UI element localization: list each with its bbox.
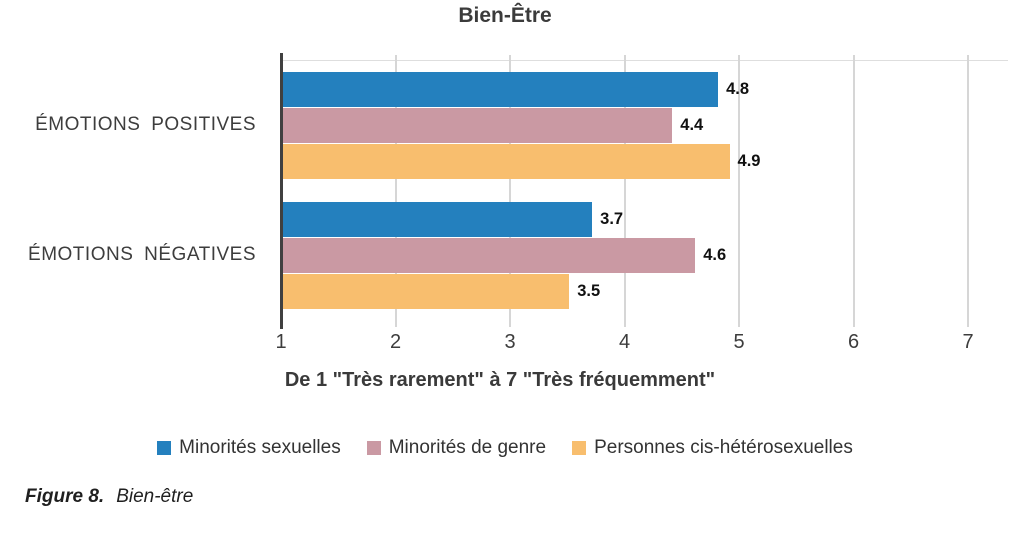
legend-label: Minorités de genre bbox=[388, 437, 547, 458]
legend-label: Personnes cis-hétérosexuelles bbox=[594, 437, 853, 458]
plot-area: 4.8 4.4 4.9 3.7 4.6 3.5 bbox=[280, 53, 1008, 329]
y-axis-line bbox=[280, 53, 283, 329]
category-label: ÉMOTIONS NÉGATIVES bbox=[28, 243, 256, 265]
x-tick-label: 2 bbox=[389, 331, 402, 353]
bar bbox=[283, 238, 696, 273]
bar bbox=[283, 108, 673, 143]
x-tick-label: 1 bbox=[275, 331, 287, 353]
gridline bbox=[738, 55, 740, 327]
legend-swatch-icon bbox=[572, 441, 587, 455]
x-tick-label: 4 bbox=[618, 331, 631, 353]
gridline bbox=[967, 55, 969, 327]
legend-label: Minorités sexuelles bbox=[179, 437, 341, 458]
bar-value-label: 3.7 bbox=[600, 210, 624, 228]
bar bbox=[283, 72, 719, 107]
bar bbox=[283, 274, 570, 309]
legend-item: Minorités de genre bbox=[366, 437, 547, 459]
legend-swatch-icon bbox=[157, 441, 172, 455]
bar-value-label: 4.9 bbox=[737, 152, 761, 170]
figure-caption: Figure 8. Bien-être bbox=[25, 486, 193, 508]
gridline bbox=[509, 55, 511, 327]
legend-item: Minorités sexuelles bbox=[157, 437, 341, 459]
bar-value-label: 4.4 bbox=[680, 116, 704, 134]
legend-swatch-icon bbox=[366, 441, 381, 455]
chart-title: Bien-Être bbox=[458, 4, 552, 27]
gridline bbox=[623, 55, 626, 327]
legend-item: Personnes cis-hétérosexuelles bbox=[572, 437, 853, 459]
x-tick-label: 5 bbox=[733, 331, 745, 353]
bar-value-label: 4.6 bbox=[703, 246, 727, 264]
gridline bbox=[852, 55, 855, 327]
bar-value-label: 4.8 bbox=[726, 80, 750, 98]
bar-value-label: 3.5 bbox=[577, 282, 601, 300]
x-tick-label: 7 bbox=[962, 331, 974, 353]
category-label: ÉMOTIONS POSITIVES bbox=[35, 113, 256, 135]
legend: Minorités sexuelles Minorités de genre Per… bbox=[0, 437, 1010, 459]
caption-text: Bien-être bbox=[116, 486, 194, 507]
bar bbox=[283, 144, 730, 179]
x-tick-label: 3 bbox=[504, 331, 516, 353]
caption-label: Figure 8. bbox=[25, 486, 105, 507]
gridline bbox=[394, 55, 397, 327]
x-tick-label: 6 bbox=[847, 331, 860, 353]
x-axis-title: De 1 "Très rarement" à 7 "Très fréquemme… bbox=[284, 369, 716, 391]
bar bbox=[283, 202, 593, 237]
